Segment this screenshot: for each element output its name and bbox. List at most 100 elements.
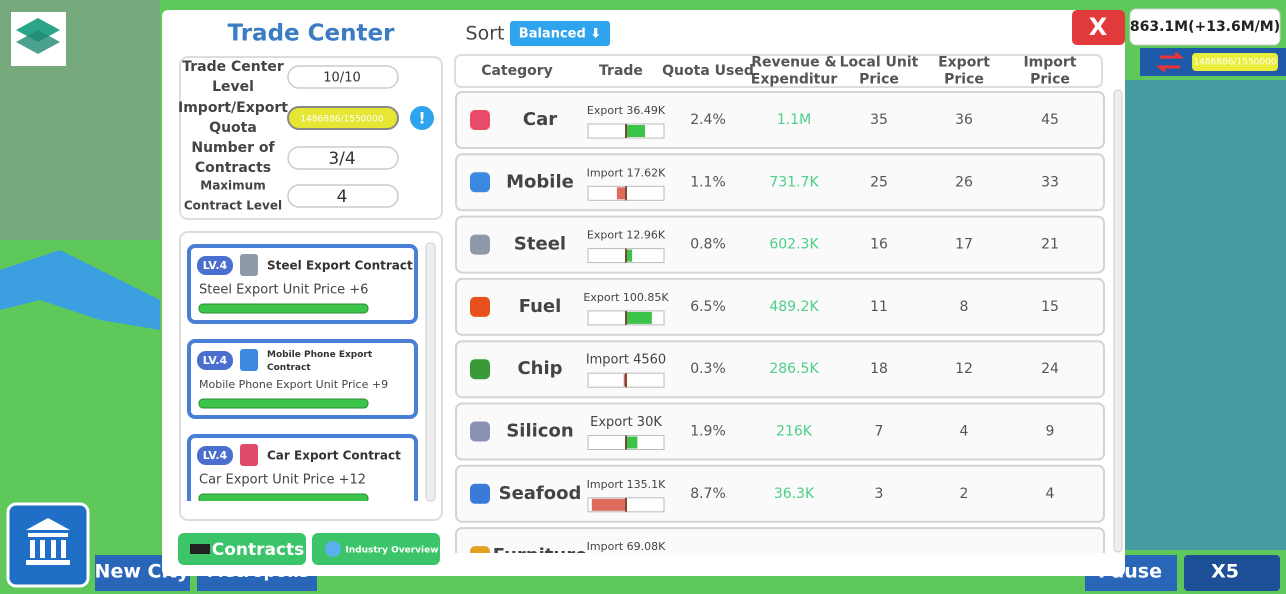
info-label: Trade Center: [182, 59, 284, 75]
level-badge: [197, 256, 233, 275]
contract-title: Car Export Contract: [267, 449, 401, 463]
info-value-box: [287, 65, 399, 89]
info-value-box: [287, 146, 399, 170]
quota-bar: [1192, 53, 1278, 71]
alert-text[interactable]: !: [418, 109, 425, 128]
trade-bar: [616, 187, 626, 200]
cell-value: 9: [1046, 424, 1055, 440]
category-name: Silicon: [506, 421, 573, 442]
cell-value: 1.1%: [690, 174, 726, 190]
cell-value: 24: [1041, 361, 1059, 377]
info-rows: Trade Center Level 10/10 Import/Export Quota…: [178, 59, 399, 213]
close-label[interactable]: X: [1089, 13, 1108, 41]
trade-bar-center: [625, 497, 627, 512]
money: 863.1M(+13.6M/M): [1130, 19, 1280, 35]
cell-value: 2: [960, 486, 969, 502]
speed-button[interactable]: X5: [1211, 561, 1239, 583]
column-header: Local Unit: [840, 55, 919, 71]
cell-value: 35: [870, 112, 888, 128]
contract-title: Contract: [267, 363, 311, 373]
sort-button[interactable]: [510, 21, 610, 46]
cell-value: 1.1M: [777, 112, 811, 128]
category-icon: [470, 483, 490, 504]
category-icon: [470, 234, 490, 255]
river: [0, 250, 160, 330]
cell-value: 6.5%: [690, 299, 726, 315]
cell-value: 11: [870, 299, 888, 315]
trade-label: Import 17.62K: [587, 166, 666, 179]
table-header: [454, 54, 1103, 88]
contract-icon: [240, 444, 258, 466]
cell-value: 1.9%: [690, 424, 726, 440]
contract-progress: [198, 303, 369, 314]
level-badge: [197, 446, 233, 465]
trade-label: Export 12.96K: [587, 229, 666, 242]
contract-level: LV.4: [203, 259, 228, 272]
trade-bar: [626, 311, 652, 324]
scrollbar[interactable]: [425, 242, 436, 502]
cell-value: 4: [960, 424, 969, 440]
table-row[interactable]: [455, 527, 1105, 584]
cell-value: 26: [955, 174, 973, 190]
speed-box[interactable]: [1184, 555, 1280, 591]
money-box: [1129, 8, 1281, 46]
cell-value: 15: [1041, 299, 1059, 315]
trade-label: Export 30K: [590, 415, 662, 430]
column-header: Category: [481, 63, 553, 79]
column-header: Price: [944, 72, 984, 88]
contract-list: LV.4 Steel Export Contract Steel Export Un…: [187, 244, 418, 501]
info-label: Maximum: [200, 179, 265, 193]
contracts-button[interactable]: [178, 533, 306, 565]
category-name: Steel: [514, 234, 566, 255]
trade-label: Import 135.1K: [587, 478, 666, 491]
cell-value: 33: [1041, 174, 1059, 190]
contract-level: LV.4: [203, 449, 228, 462]
alert-icon[interactable]: [410, 106, 434, 130]
cell-value: 36.3K: [774, 486, 815, 502]
column-header: Price: [1030, 72, 1070, 88]
category-name: Seafood: [499, 483, 582, 504]
trade-label: Import 4560: [586, 353, 666, 368]
column-header: Trade: [599, 63, 643, 79]
cell-value: 8.7%: [690, 486, 726, 502]
category-icon: [470, 359, 490, 380]
table-scrollbar[interactable]: [1113, 89, 1123, 553]
info-label: Level: [212, 79, 254, 95]
contract-title: Steel Export Contract: [267, 259, 413, 273]
contract-progress: [198, 493, 369, 501]
cell-value: 18: [870, 361, 888, 377]
close-button[interactable]: [1072, 10, 1125, 45]
cell-value: 12: [955, 361, 973, 377]
cell-value: 3: [875, 486, 884, 502]
contract-icon: [240, 254, 258, 276]
info-value: 10/10: [323, 71, 360, 86]
cell-value: 731.7K: [769, 174, 819, 190]
category-name: Furniture: [493, 545, 588, 566]
trade-bar: [591, 498, 626, 511]
info-value: 1486886/1550000: [300, 115, 383, 125]
contracts-button-label[interactable]: Contracts: [212, 540, 305, 560]
sort-label: Sort: [466, 23, 505, 45]
trade-bar-center: [625, 248, 627, 263]
column-header: Revenue &: [751, 55, 836, 71]
city-block: [1125, 80, 1286, 550]
cell-value: 602.3K: [769, 237, 819, 253]
cell-value: 16: [870, 237, 888, 253]
cell-value: 36: [955, 112, 973, 128]
overview-button[interactable]: [312, 533, 440, 565]
column-header: Expenditur: [751, 72, 838, 88]
trade-bar: [626, 249, 633, 262]
bank-button[interactable]: [6, 502, 90, 588]
cell-value: 2.4%: [690, 112, 726, 128]
contract-effect: Car Export Unit Price +12: [199, 473, 366, 488]
trade-bar: [626, 125, 645, 137]
cell-value: 17: [955, 237, 973, 253]
contract-progress: [198, 398, 369, 409]
overview-button-label[interactable]: Industry Overview: [345, 546, 438, 556]
info-value: 3/4: [328, 149, 355, 169]
sort-value[interactable]: Balanced ⬇: [519, 27, 601, 42]
category-icon: [470, 296, 490, 317]
column-header: Quota Used: [662, 63, 754, 79]
cell-value: 21: [1041, 237, 1059, 253]
contract-effect: Mobile Phone Export Unit Price +9: [199, 378, 388, 391]
